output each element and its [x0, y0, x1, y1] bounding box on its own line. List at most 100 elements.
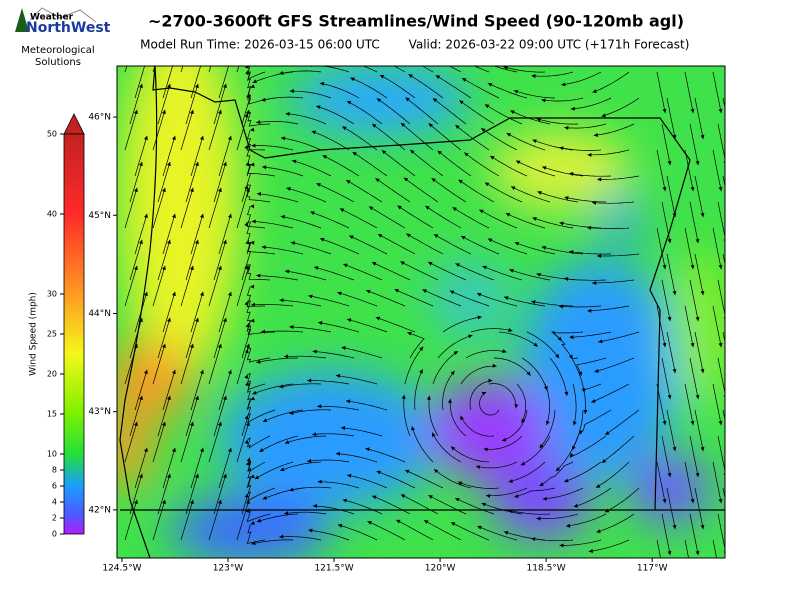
stream-arrow — [453, 351, 459, 356]
stream-arrow — [672, 524, 677, 530]
stream-arrow — [379, 75, 385, 79]
stream-arrow — [513, 89, 519, 94]
logo: Weather NorthWest Meteorological Solutio… — [15, 7, 111, 68]
streamline — [539, 461, 574, 487]
colorbar-tick-label: 0 — [52, 530, 57, 539]
stream-arrow — [559, 146, 564, 151]
streamline — [487, 82, 528, 99]
stream-arrow — [514, 404, 519, 409]
streamline — [661, 201, 671, 244]
stream-arrow — [251, 143, 256, 148]
streamline — [208, 499, 222, 541]
streamline — [487, 238, 528, 255]
streamline — [604, 487, 640, 513]
streamline — [596, 513, 635, 533]
x-tick-label: 121.5°W — [314, 564, 353, 574]
streamline — [450, 446, 490, 463]
stream-arrow — [286, 187, 291, 191]
stream-arrow — [252, 79, 258, 83]
stream-arrow — [587, 308, 592, 313]
stream-arrow — [223, 83, 227, 89]
stream-arrow — [223, 473, 227, 479]
streamline — [129, 317, 143, 359]
stream-arrow — [539, 443, 544, 449]
stream-arrow — [190, 421, 194, 427]
streamline — [162, 135, 176, 177]
streamline — [247, 111, 271, 127]
streamline — [570, 97, 612, 110]
streamline — [289, 486, 332, 491]
stream-arrow — [200, 291, 204, 297]
stream-arrow — [515, 160, 521, 165]
stream-arrow — [134, 499, 138, 505]
stream-arrow — [223, 317, 227, 323]
stream-arrow — [195, 473, 199, 479]
streamline — [479, 391, 500, 416]
streamline — [152, 187, 166, 229]
streamline — [376, 470, 416, 489]
stream-arrow — [537, 191, 542, 195]
streamline — [284, 355, 327, 359]
stream-arrow — [308, 528, 313, 533]
stream-arrow — [597, 177, 602, 182]
streamline — [280, 137, 322, 151]
streamline — [421, 66, 434, 73]
streamline — [247, 457, 266, 473]
stream-arrow — [312, 503, 317, 508]
streamline — [666, 487, 676, 530]
stream-arrow — [597, 254, 602, 259]
stream-arrow — [509, 268, 514, 273]
streamline — [431, 177, 467, 203]
stream-arrow — [244, 349, 249, 354]
stream-arrow — [262, 165, 267, 170]
streamline — [661, 123, 671, 166]
streamline — [180, 343, 194, 385]
stream-arrow — [244, 113, 249, 118]
streamline — [457, 481, 500, 489]
streamline — [208, 109, 222, 151]
streamline — [208, 265, 222, 307]
streamline — [461, 77, 500, 99]
stream-arrow — [139, 395, 143, 401]
streamline — [319, 238, 360, 255]
stream-arrow — [587, 152, 592, 157]
stream-arrow — [407, 331, 412, 336]
stream-arrow — [566, 523, 571, 528]
stream-arrow — [134, 187, 138, 193]
streamline — [503, 296, 546, 307]
streamline — [452, 206, 490, 229]
stream-arrow — [367, 521, 372, 525]
streamline — [572, 383, 577, 426]
stream-arrow — [514, 241, 520, 246]
stream-arrow — [592, 200, 597, 205]
streamline — [256, 513, 299, 523]
streamline — [712, 539, 717, 558]
streamline — [712, 227, 722, 270]
stream-arrow — [718, 420, 723, 426]
streamline — [442, 370, 455, 411]
streamline — [520, 435, 551, 466]
stream-arrow — [450, 522, 456, 526]
stream-arrow — [337, 57, 341, 61]
streamline — [532, 217, 574, 229]
stream-arrow — [289, 487, 294, 492]
stream-arrow — [531, 537, 536, 542]
stream-arrow — [672, 290, 677, 296]
stream-arrow — [728, 135, 732, 139]
stream-arrow — [244, 493, 249, 498]
streamline — [689, 123, 699, 166]
streamline — [549, 357, 568, 396]
streamline — [684, 383, 694, 426]
stream-arrow — [667, 472, 672, 478]
stream-arrow — [460, 415, 464, 420]
stream-arrow — [667, 160, 672, 166]
stream-arrow — [573, 503, 579, 508]
streamline — [157, 317, 171, 359]
streamline — [246, 435, 271, 449]
stream-arrow — [728, 291, 732, 295]
stream-arrow — [718, 108, 723, 114]
stream-arrow — [251, 219, 256, 224]
streamline — [569, 251, 611, 255]
stream-arrow — [596, 529, 601, 534]
